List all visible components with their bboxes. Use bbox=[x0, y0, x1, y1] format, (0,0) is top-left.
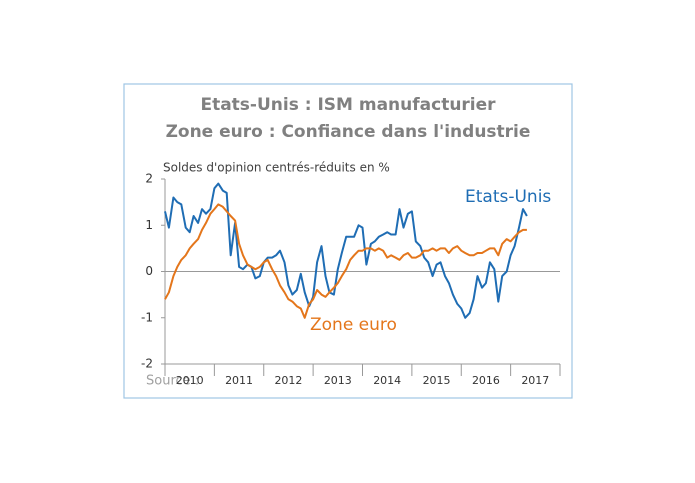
y-tick-label: -2 bbox=[141, 357, 153, 371]
source: Source : bbox=[146, 374, 199, 389]
chart-subtitle: Zone euro : Confiance dans l'industrie bbox=[166, 122, 531, 142]
x-tick-label: 2013 bbox=[324, 374, 352, 387]
y-axis-label: Soldes d'opinion centrés-réduits en % bbox=[163, 161, 390, 175]
x-tick-label: 2011 bbox=[225, 374, 253, 387]
x-tick-label: 2015 bbox=[423, 374, 451, 387]
x-tick-label: 2010 bbox=[176, 374, 204, 387]
y-tick-label: -1 bbox=[141, 310, 153, 324]
y-tick-label: 0 bbox=[145, 264, 153, 278]
frame bbox=[123, 83, 573, 399]
x-tick-label: 2017 bbox=[521, 374, 549, 387]
series-line bbox=[164, 203, 527, 319]
x-tick-label: 2014 bbox=[373, 374, 401, 387]
x-tick-label: 2016 bbox=[472, 374, 500, 387]
chart-title: Etats-Unis : ISM manufacturier bbox=[200, 95, 496, 115]
y-tick-label: 2 bbox=[145, 172, 153, 186]
x-tick-label: 2012 bbox=[274, 374, 302, 387]
series-label: Zone euro bbox=[310, 315, 397, 335]
series-line bbox=[164, 182, 528, 319]
y-tick-label: 1 bbox=[145, 218, 153, 232]
series-label: Etats-Unis bbox=[465, 187, 551, 207]
